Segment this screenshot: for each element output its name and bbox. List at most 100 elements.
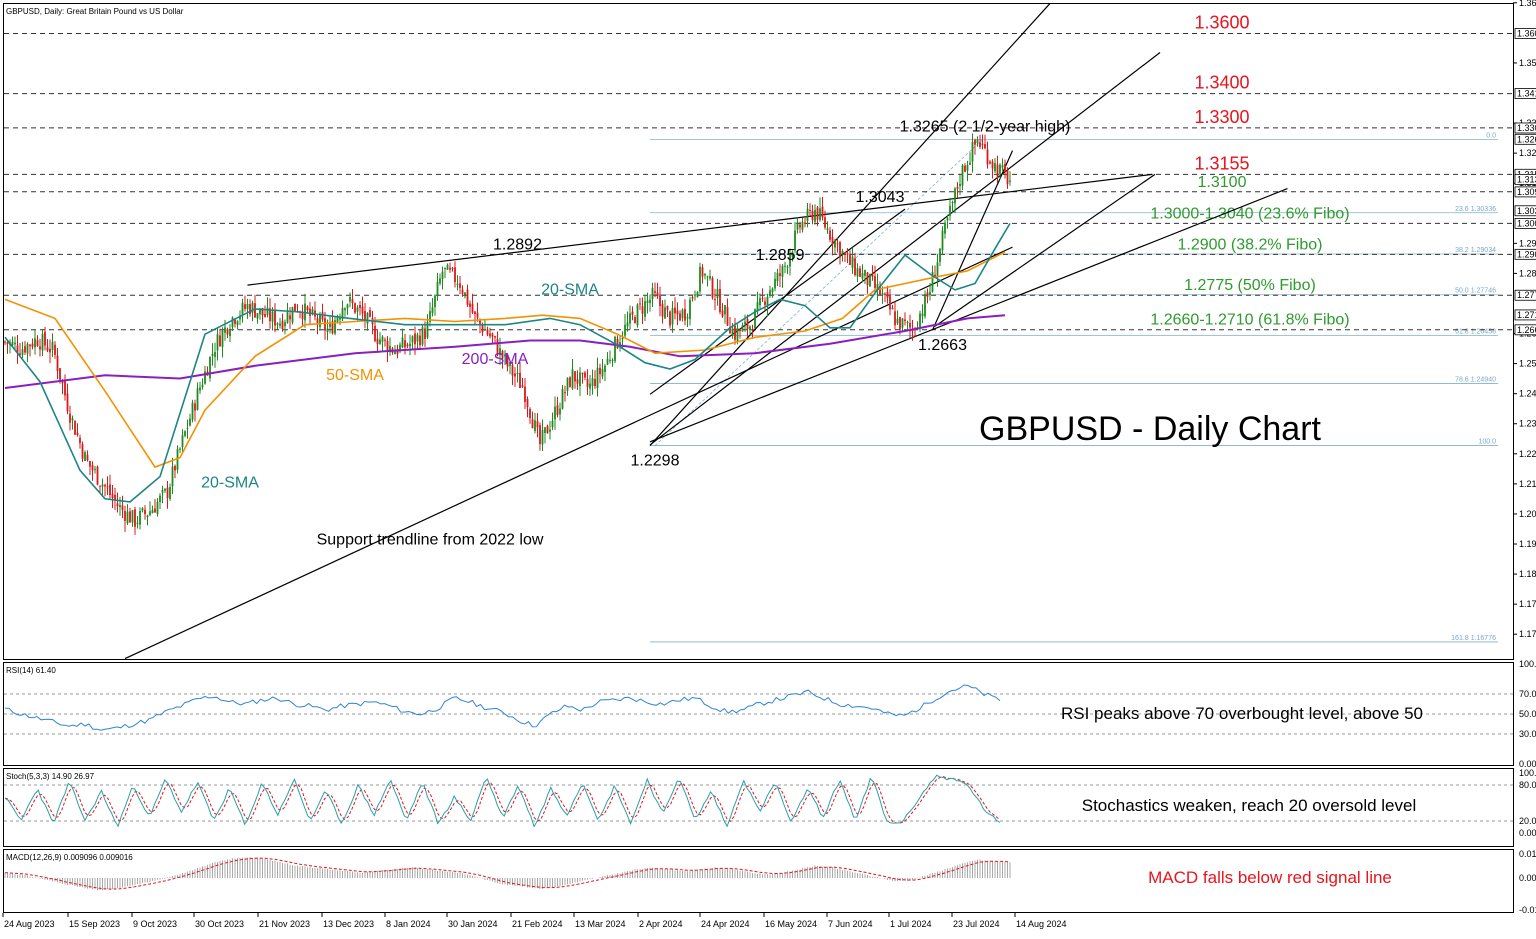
candle-body [719,288,721,313]
price-annotation: 1.3265 (2 1/2-year high) [900,119,1071,136]
candle-body [409,343,411,347]
price-badge-label: 1.30399 [1517,206,1536,216]
candle-body [516,372,519,375]
candle-body [234,319,236,324]
candle-body [246,304,249,310]
candle-body [716,288,719,298]
level-label: 1.3300 [1194,107,1249,127]
trendline [649,188,1288,443]
macd-signal-line [5,857,1011,890]
stoch-panel [3,768,1514,847]
candle-body [481,324,484,333]
candle-body [466,289,469,305]
candle-body [131,510,134,523]
trendline [124,246,1013,660]
candle-body [309,308,311,316]
candle-body [214,351,216,357]
fib-label: 61.8 1.26458 [1455,329,1496,336]
candle-body [771,288,774,293]
candle-body [919,313,921,327]
candle-body [209,357,211,379]
candle-body [786,266,789,268]
candle-body [151,509,154,514]
price-badge-box [1514,186,1536,198]
macd-annotation: MACD falls below red signal line [1148,868,1392,887]
candle-body [449,267,451,270]
candle-body [271,311,274,322]
candle-body [311,309,314,314]
price-badge-label: 1.31391 [1517,174,1536,184]
candle-body [821,206,824,218]
x-tick-label: 15 Sep 2023 [69,919,120,929]
candle-body [469,303,471,307]
candle-body [534,420,536,432]
stochastic-plot: 100.00 80.00 20.00 0.00 [4,768,1536,838]
chart-title: GBPUSD - Daily Chart [979,410,1322,448]
candle-body [236,321,239,325]
candle-body [386,340,389,353]
price-badge-box [1514,88,1536,99]
candle-body [24,346,26,353]
candle-body [259,308,261,315]
candle-body [56,355,59,372]
candle-body [984,144,986,149]
candle-body [561,389,564,409]
candle-body [286,312,289,323]
candle-body [586,378,589,387]
candle-body [689,299,691,320]
candle-body [891,307,894,310]
candle-body [41,333,44,351]
candle-body [729,327,731,334]
candle-body [626,322,629,327]
candle-body [569,377,571,387]
candle-body [84,452,86,461]
candle-body [249,304,251,315]
price-annotation: 1.3043 [856,189,905,206]
candle-body [571,369,574,389]
candle-body [16,345,19,354]
candle-body [389,345,391,353]
price-badge-label: 1.27730 [1517,290,1536,300]
candle-body [216,334,219,351]
level-label: 1.2660-1.2710 (61.8% Fibo) [1150,312,1349,329]
trendlines [124,3,1288,660]
candle-body [711,277,714,298]
candle-body [756,302,759,311]
candle-body [754,309,756,329]
candle-body [824,217,826,228]
candle-body [364,311,366,321]
fib-label-pct: 161.8 [1451,635,1469,642]
candle-body [334,320,336,334]
candle-body [926,292,929,297]
candle-body [886,291,889,298]
candle-body [961,165,964,186]
price-badge-label: 1.36000 [1517,29,1536,39]
price-badges: 1.360001.341021.330151.326571.315521.313… [1514,28,1536,336]
candle-body [606,358,609,365]
candle-body [556,405,559,415]
candle-body [899,317,901,330]
price-badge-label: 1.26638 [1517,325,1536,335]
stoch-main-line [4,774,1001,828]
candle-body [4,341,6,343]
x-tick-label: 9 Oct 2023 [133,919,177,929]
candle-body [134,509,136,527]
candle-body [106,486,109,488]
candle-body [186,427,189,429]
candle-body [941,230,944,251]
trendline [934,173,1156,327]
candle-body [931,272,934,292]
candle-body [619,342,621,346]
candle-body [204,371,206,384]
candle-body [184,431,186,436]
candle-body [79,437,81,444]
macd-panel [3,849,1514,913]
candle-body [664,307,666,319]
trendline [247,173,1153,286]
rsi-panel [3,662,1514,766]
candle-body [451,268,454,270]
candle-body [31,343,34,347]
candle-body [701,267,704,277]
candle-body [874,276,876,288]
candle-body [119,505,121,508]
